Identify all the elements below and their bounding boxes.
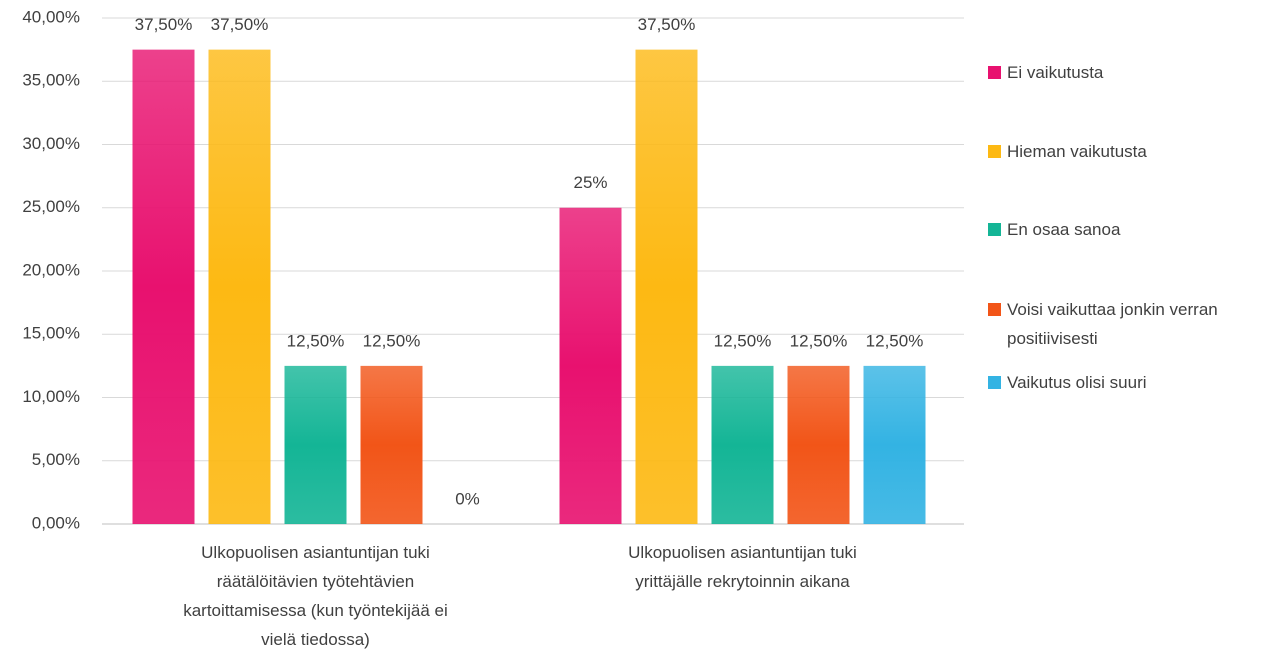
legend-swatch (988, 223, 1001, 236)
bar (635, 49, 698, 524)
y-tick-label: 10,00% (22, 387, 80, 406)
y-tick-label: 0,00% (32, 513, 80, 532)
y-tick-label: 40,00% (22, 7, 80, 26)
data-label: 0% (455, 489, 480, 508)
data-label: 25% (573, 173, 607, 192)
data-label: 12,50% (287, 331, 345, 350)
data-label: 12,50% (790, 331, 848, 350)
x-tick-label: Ulkopuolisen asiantuntijan tuki räätälöi… (183, 543, 448, 649)
data-label: 12,50% (866, 331, 924, 350)
data-label: 37,50% (211, 15, 269, 34)
legend-swatch (988, 66, 1001, 79)
bar (711, 365, 774, 524)
legend-label: Ei vaikutusta (1007, 63, 1104, 82)
bar (208, 49, 271, 524)
legend-label: Hieman vaikutusta (1007, 142, 1147, 161)
legend-swatch (988, 303, 1001, 316)
legend-swatch (988, 145, 1001, 158)
y-tick-label: 25,00% (22, 197, 80, 216)
y-tick-label: 35,00% (22, 71, 80, 90)
legend-label: Voisi vaikuttaa jonkin verran positiivis… (1007, 300, 1218, 348)
bar (132, 49, 195, 524)
legend-swatch (988, 376, 1001, 389)
y-tick-label: 5,00% (32, 450, 80, 469)
y-tick-label: 30,00% (22, 134, 80, 153)
bar (360, 365, 423, 524)
legend-label: En osaa sanoa (1007, 220, 1121, 239)
bar (787, 365, 850, 524)
data-label: 12,50% (714, 331, 772, 350)
data-label: 37,50% (135, 15, 193, 34)
legend-label: Vaikutus olisi suuri (1007, 373, 1147, 392)
data-label: 37,50% (638, 15, 696, 34)
bar (284, 365, 347, 524)
x-tick-label: Ulkopuolisen asiantuntijan tuki yrittäjä… (628, 543, 857, 591)
bar (559, 207, 622, 524)
data-label: 12,50% (363, 331, 421, 350)
y-tick-label: 15,00% (22, 324, 80, 343)
y-tick-label: 20,00% (22, 260, 80, 279)
bar (863, 365, 926, 524)
